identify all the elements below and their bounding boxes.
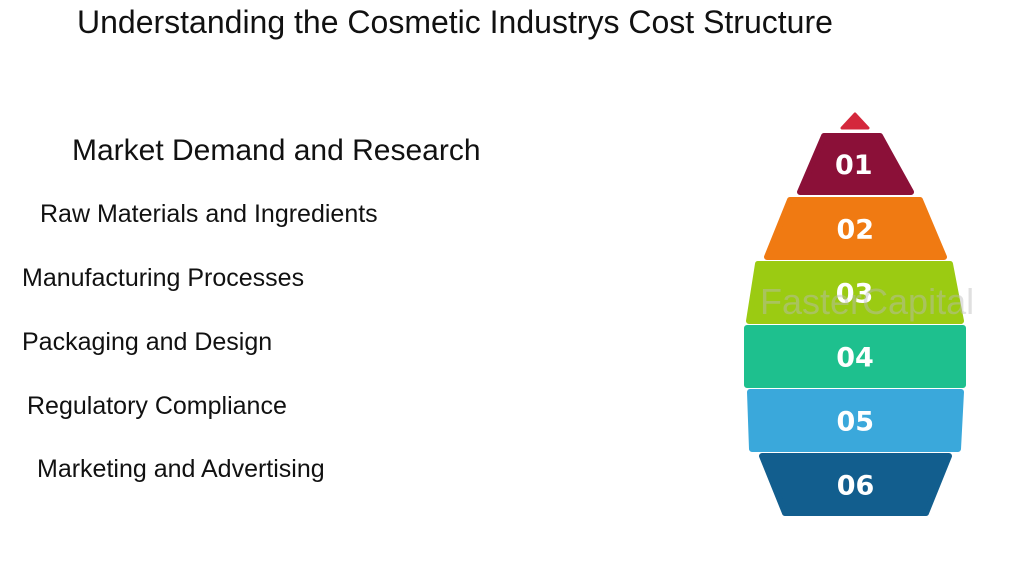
item-raw-materials: Raw Materials and Ingredients xyxy=(40,200,378,228)
layer-05 xyxy=(747,389,964,452)
layer-02 xyxy=(764,197,947,260)
layer-number-01: 01 xyxy=(835,150,873,181)
layer-04 xyxy=(744,325,966,388)
pyramid-tip xyxy=(840,112,870,130)
layer-number-03: 03 xyxy=(836,279,874,310)
item-manufacturing: Manufacturing Processes xyxy=(22,264,305,292)
layer-number-04: 04 xyxy=(836,343,874,374)
layer-06 xyxy=(759,453,952,516)
item-packaging: Packaging and Design xyxy=(22,328,273,356)
layer-03 xyxy=(746,261,964,324)
layer-01 xyxy=(797,133,914,195)
item-regulatory: Regulatory Compliance xyxy=(27,392,287,420)
page-title: Understanding the Cosmetic Industrys Cos… xyxy=(77,4,833,40)
item-market-demand: Market Demand and Research xyxy=(72,134,481,167)
layer-number-05: 05 xyxy=(836,407,874,438)
layer-number-06: 06 xyxy=(837,471,875,502)
watermark-logo: FasterCapital xyxy=(760,281,974,322)
layer-number-02: 02 xyxy=(836,215,874,246)
item-marketing: Marketing and Advertising xyxy=(37,455,325,483)
